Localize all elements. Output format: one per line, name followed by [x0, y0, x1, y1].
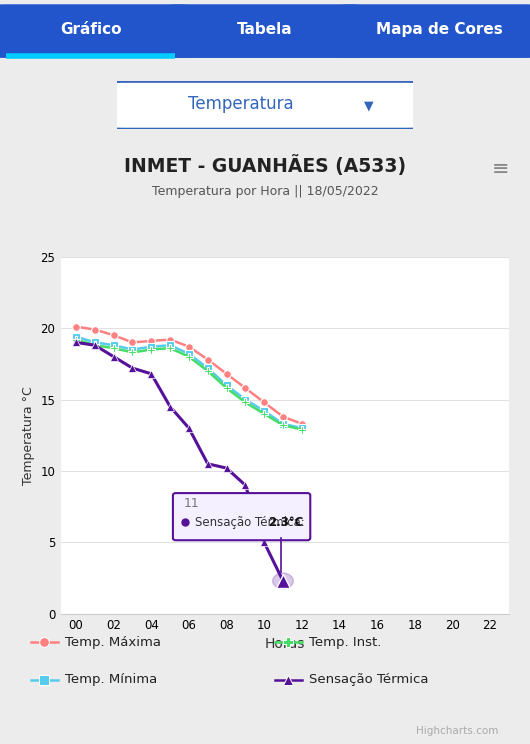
- Text: Temp. Máxima: Temp. Máxima: [65, 636, 161, 649]
- Text: Sensação Térmica:: Sensação Térmica:: [195, 516, 308, 529]
- Text: Sensação Térmica: Sensação Térmica: [309, 673, 428, 686]
- Text: 11: 11: [183, 496, 199, 510]
- Text: Mapa de Cores: Mapa de Cores: [376, 22, 503, 37]
- FancyBboxPatch shape: [111, 82, 419, 129]
- Y-axis label: Temperatura °C: Temperatura °C: [22, 386, 35, 484]
- FancyBboxPatch shape: [0, 4, 191, 58]
- Text: Temp. Inst.: Temp. Inst.: [309, 636, 381, 649]
- Text: Temperatura por Hora || 18/05/2022: Temperatura por Hora || 18/05/2022: [152, 185, 378, 198]
- Text: Tabela: Tabela: [237, 22, 292, 37]
- Circle shape: [272, 573, 293, 589]
- Text: Gráfico: Gráfico: [60, 22, 121, 37]
- Text: Temperatura: Temperatura: [189, 95, 294, 113]
- Text: Temp. Mínima: Temp. Mínima: [65, 673, 157, 686]
- Text: ▼: ▼: [364, 100, 374, 113]
- Text: 2.3°C: 2.3°C: [268, 516, 303, 529]
- FancyBboxPatch shape: [338, 4, 530, 58]
- Text: ≡: ≡: [492, 159, 510, 179]
- Text: INMET - GUANHÃES (A533): INMET - GUANHÃES (A533): [124, 155, 406, 176]
- FancyBboxPatch shape: [173, 493, 310, 540]
- FancyBboxPatch shape: [167, 4, 362, 58]
- Text: Highcharts.com: Highcharts.com: [416, 725, 498, 736]
- X-axis label: Horas: Horas: [264, 637, 305, 650]
